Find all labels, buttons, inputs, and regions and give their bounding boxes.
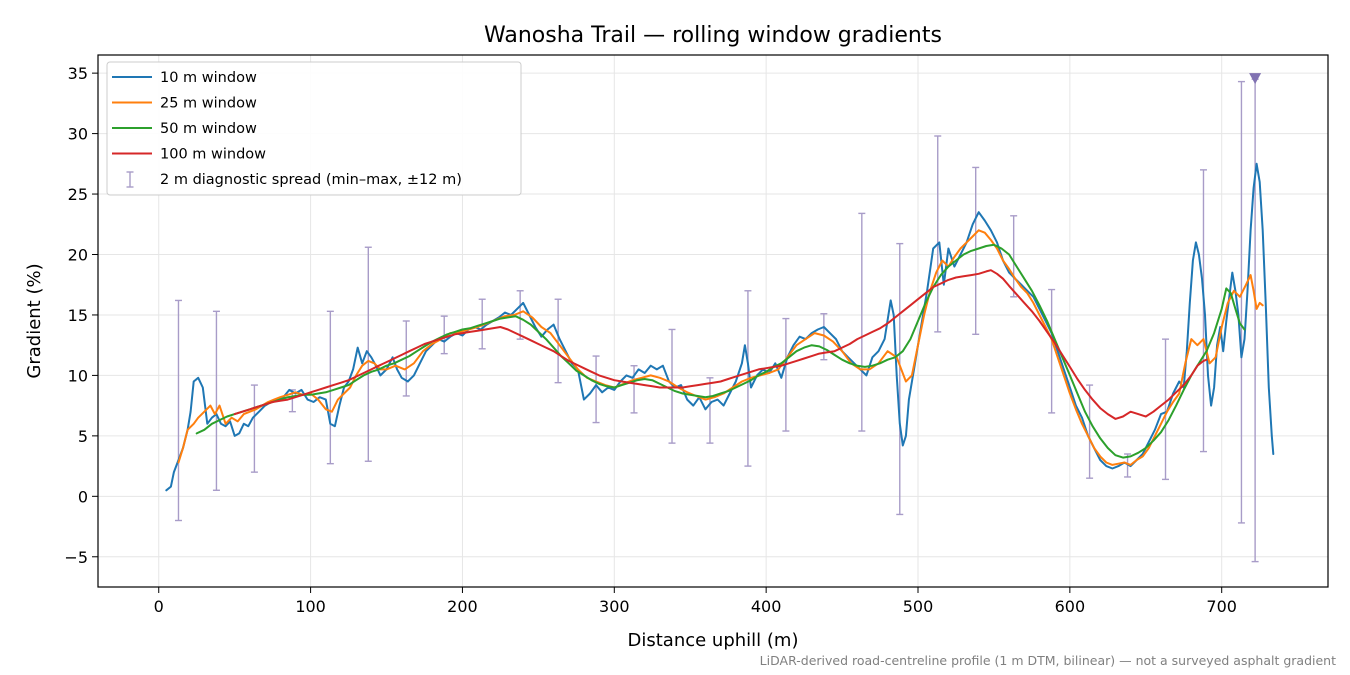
- footnote: LiDAR-derived road-centreline profile (1…: [760, 653, 1336, 668]
- series-line-1: [165, 162, 1275, 492]
- x-axis-label: Distance uphill (m): [628, 630, 799, 651]
- series-line-2: [177, 229, 1264, 466]
- diagnostic-spread: [174, 78, 1259, 563]
- legend-label: 25 m window: [160, 96, 257, 112]
- y-tick-label: 15: [68, 306, 88, 325]
- series-line-4: [233, 269, 1208, 420]
- y-tick-label: −5: [64, 548, 88, 567]
- x-tick-label: 100: [295, 597, 326, 616]
- legend-label: 2 m diagnostic spread (min–max, ±12 m): [160, 172, 462, 188]
- y-tick-label: 0: [78, 487, 88, 506]
- x-tick-label: 400: [751, 597, 782, 616]
- y-tick-label: 5: [78, 427, 88, 446]
- x-tick-label: 200: [447, 597, 478, 616]
- x-tick-label: 700: [1206, 597, 1237, 616]
- legend-label: 10 m window: [160, 70, 257, 86]
- y-axis-ticks: −5 0 5 10 15 20 25 30 35: [64, 64, 98, 567]
- offscale-marker-group: [1249, 73, 1262, 85]
- x-tick-label: 600: [1055, 597, 1086, 616]
- offscale-marker: [1249, 73, 1262, 85]
- y-tick-label: 20: [68, 246, 88, 265]
- series-line-3: [195, 243, 1246, 459]
- y-tick-label: 35: [68, 64, 88, 83]
- y-tick-label: 30: [68, 125, 88, 144]
- legend-label: 50 m window: [160, 121, 257, 137]
- y-axis-label: Gradient (%): [24, 263, 45, 378]
- x-tick-label: 300: [599, 597, 630, 616]
- plot-frame: [97, 54, 1329, 588]
- x-tick-label: 500: [903, 597, 934, 616]
- series-lines: [165, 162, 1275, 492]
- x-tick-label: 0: [154, 597, 164, 616]
- legend: 10 m window 25 m window 50 m window 100 m w…: [106, 61, 522, 196]
- y-tick-label: 25: [68, 185, 88, 204]
- chart-title: Wanosha Trail — rolling window gradients: [484, 23, 942, 48]
- legend-label: 100 m window: [160, 147, 266, 163]
- x-axis-ticks: 0 100 200 300 400 500 600 700: [154, 587, 1237, 616]
- y-tick-label: 10: [68, 366, 88, 385]
- legend-box: [106, 61, 522, 196]
